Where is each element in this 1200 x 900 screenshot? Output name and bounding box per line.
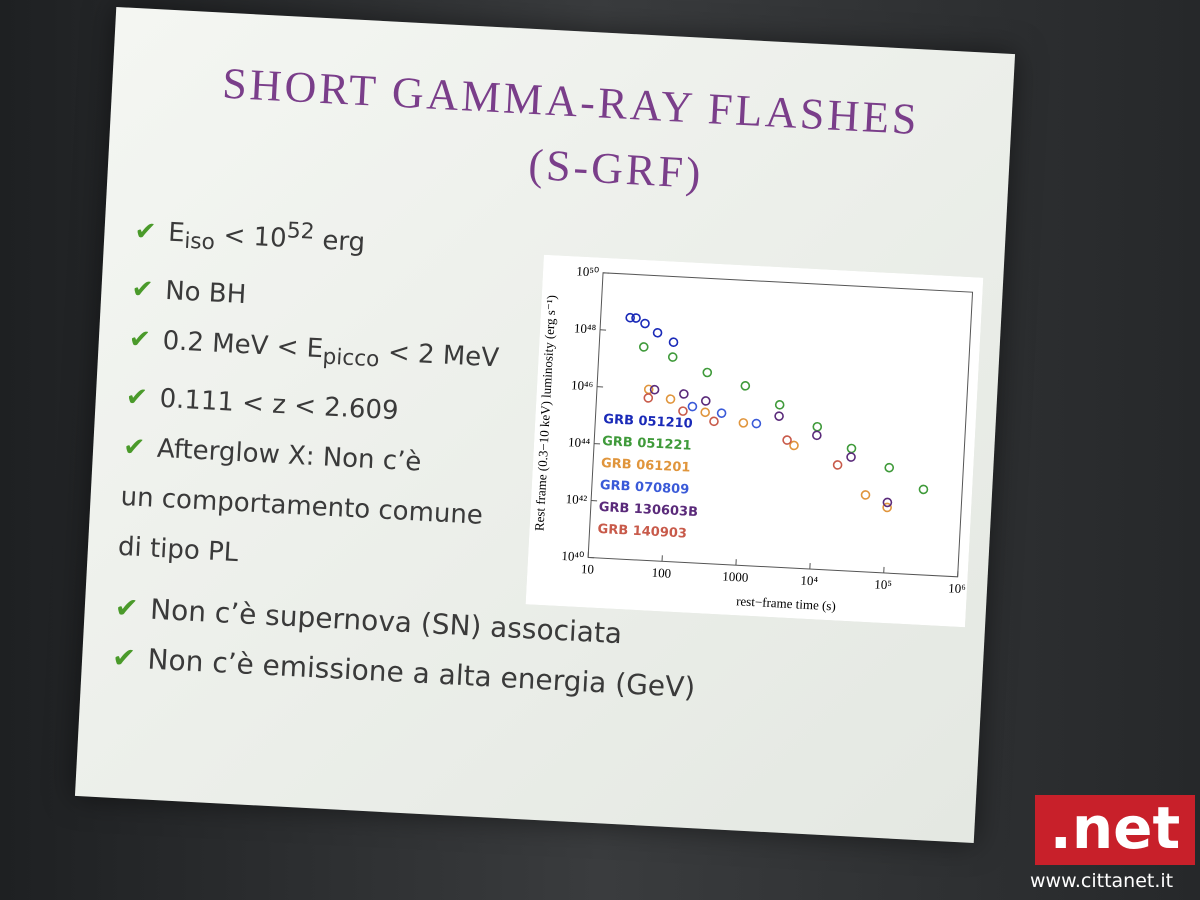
x-tick-label: 10 xyxy=(581,561,595,577)
data-point xyxy=(631,313,641,323)
data-point xyxy=(882,497,893,508)
text: 0.111 < z < 2.609 xyxy=(158,383,400,427)
data-point xyxy=(640,318,650,329)
data-point xyxy=(652,327,663,338)
data-point xyxy=(751,418,762,429)
x-tick-label: 10⁵ xyxy=(874,576,892,592)
data-point xyxy=(882,502,892,513)
text: 52 xyxy=(286,218,316,245)
y-tick-label: 10⁴⁴ xyxy=(568,434,591,450)
data-point xyxy=(832,460,843,470)
y-tick-label: 10⁴⁸ xyxy=(574,320,597,336)
legend-entry: GRB 130603B xyxy=(598,500,698,520)
x-tick-label: 10⁴ xyxy=(800,573,819,589)
data-point xyxy=(700,396,711,406)
y-tick-label: 10⁴² xyxy=(565,491,587,507)
x-axis-label: rest−frame time (s) xyxy=(736,593,836,613)
legend-entry: GRB 061201 xyxy=(601,456,691,476)
y-tick-label: 10⁴⁶ xyxy=(571,377,594,393)
logo: .net xyxy=(1035,795,1195,865)
data-point xyxy=(774,400,785,410)
data-point xyxy=(668,337,679,347)
x-tick-label: 10⁶ xyxy=(948,580,966,596)
data-point xyxy=(860,490,871,500)
legend-entry: GRB 140903 xyxy=(597,522,687,542)
url: www.cittanet.it xyxy=(1030,870,1174,892)
data-point xyxy=(716,408,727,418)
text: < 2 MeV xyxy=(379,337,500,374)
text: < 10 xyxy=(214,220,288,254)
data-point xyxy=(774,411,784,421)
chart: rest−frame time (s) Rest frame (0.3−10 k… xyxy=(525,254,984,628)
data-point xyxy=(667,352,678,362)
data-point xyxy=(665,394,676,404)
text: picco xyxy=(321,344,381,373)
data-point xyxy=(638,342,649,352)
text: No BH xyxy=(164,275,247,311)
data-point xyxy=(709,416,719,427)
y-tick-label: 10⁵⁰ xyxy=(576,263,600,279)
text: Afterglow X: Non c’è xyxy=(156,433,423,478)
data-point xyxy=(740,381,751,391)
text: E xyxy=(167,217,186,249)
slide-title: SHORT GAMMA-RAY FLASHES xyxy=(221,58,921,145)
data-point xyxy=(846,452,856,462)
data-point xyxy=(789,440,799,451)
data-point xyxy=(687,401,698,412)
legend-entry: GRB 070809 xyxy=(600,478,690,498)
x-tick-label: 1000 xyxy=(722,568,749,584)
y-tick-label: 10⁴⁰ xyxy=(561,548,585,564)
data-point xyxy=(812,430,822,441)
legend-entry: GRB 051221 xyxy=(602,434,692,454)
legend-entry: GRB 051210 xyxy=(603,412,693,432)
text: iso xyxy=(183,228,216,256)
data-point xyxy=(625,312,635,323)
data-point xyxy=(678,406,688,416)
x-tick-label: 100 xyxy=(651,565,671,581)
data-point xyxy=(643,393,654,403)
data-point xyxy=(679,389,689,399)
data-point xyxy=(649,384,660,395)
data-point xyxy=(782,435,792,445)
text: 0.2 MeV < E xyxy=(161,325,324,365)
data-point xyxy=(738,418,749,428)
slide-subtitle: (S-GRF) xyxy=(527,139,705,198)
plot-frame xyxy=(587,272,974,578)
data-point xyxy=(700,407,710,418)
data-point xyxy=(884,462,895,473)
bullet-list: ✔ Eiso < 1052 erg ✔ No BH ✔ 0.2 MeV < Epicc… xyxy=(117,198,507,591)
data-point xyxy=(918,484,929,495)
data-point xyxy=(702,367,713,378)
slide: SHORT GAMMA-RAY FLASHES (S-GRF) ✔ Eiso < … xyxy=(74,6,1016,844)
text: erg xyxy=(313,225,366,258)
